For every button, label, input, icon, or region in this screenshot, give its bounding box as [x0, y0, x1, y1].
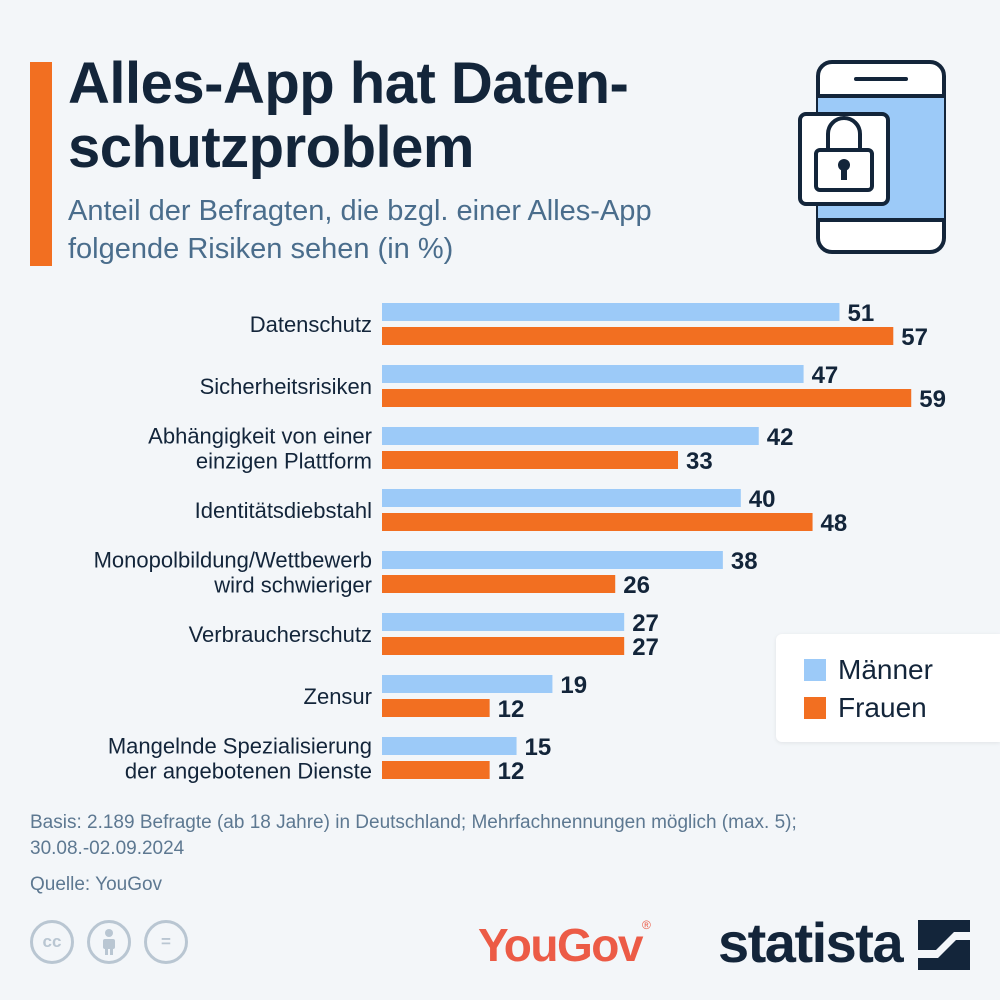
category-label: Identitätsdiebstahl: [195, 498, 372, 523]
category-label: Zensur: [304, 684, 372, 709]
no-derivatives-icon: =: [144, 920, 188, 964]
legend-swatch-frauen: [804, 697, 826, 719]
basis-line: 30.08.-02.09.2024: [30, 838, 185, 859]
legend-label: Männer: [838, 654, 933, 685]
legend-item-maenner: Männer: [804, 654, 933, 686]
footnotes: Basis: 2.189 Befragte (ab 18 Jahre) in D…: [30, 810, 797, 898]
data-label: 12: [498, 696, 525, 723]
bar-maenner: [382, 303, 840, 321]
yougov-wordmark: YouGov: [478, 919, 643, 971]
bar-frauen: [382, 513, 813, 531]
bar-maenner: [382, 365, 804, 383]
data-label: 38: [731, 548, 758, 575]
category-label: Monopolbildung/Wettbewerb: [94, 548, 372, 573]
bar-frauen: [382, 637, 625, 655]
legend-item-frauen: Frauen: [804, 692, 927, 724]
bar-maenner: [382, 675, 553, 693]
accent-bar: [30, 62, 52, 266]
source-note: Quelle: YouGov: [30, 874, 163, 895]
bar-chart: Datenschutz 51 57 Sicherheitsrisiken 47 59 Abh…: [94, 300, 946, 785]
bar-frauen: [382, 389, 912, 407]
data-label: 12: [498, 758, 525, 785]
category-label: der angebotenen Dienste: [125, 759, 372, 784]
statista-mark-icon: [918, 920, 970, 970]
data-label: 47: [812, 362, 839, 389]
category-label: einzigen Plattform: [196, 449, 372, 474]
subtitle: Anteil der Befragten, die bzgl. einer Al…: [68, 192, 788, 268]
bar-maenner: [382, 737, 517, 755]
basis-note: Basis: 2.189 Befragte (ab 18 Jahre) in D…: [30, 810, 797, 862]
bar-maenner: [382, 427, 759, 445]
legend-swatch-maenner: [804, 659, 826, 681]
category-label: Datenschutz: [250, 312, 372, 337]
subtitle-line: folgende Risiken sehen (in %): [68, 233, 454, 265]
legend-label: Frauen: [838, 692, 927, 723]
phone-lock-icon: [798, 60, 946, 254]
data-label: 51: [847, 300, 874, 327]
data-label: 57: [901, 324, 928, 351]
bar-frauen: [382, 761, 490, 779]
bar-maenner: [382, 613, 625, 631]
data-label: 40: [749, 486, 776, 513]
category-label: Sicherheitsrisiken: [200, 374, 372, 399]
cc-icon: cc: [30, 920, 74, 964]
license-icons: cc =: [30, 920, 188, 964]
bar-maenner: [382, 551, 723, 569]
basis-line: Basis: 2.189 Befragte (ab 18 Jahre) in D…: [30, 812, 797, 833]
data-label: 15: [525, 734, 552, 761]
data-label: 48: [821, 510, 848, 537]
bar-frauen: [382, 575, 616, 593]
yougov-logo: YouGov®: [478, 918, 651, 972]
attribution-icon: [87, 920, 131, 964]
bar-frauen: [382, 451, 679, 469]
data-label: 26: [623, 572, 650, 599]
title-line: schutzproblem: [68, 115, 475, 180]
category-label: Verbraucherschutz: [189, 622, 372, 647]
data-label: 33: [686, 448, 713, 475]
data-label: 59: [919, 386, 946, 413]
data-label: 27: [632, 610, 659, 637]
statista-logo: statista: [718, 911, 904, 974]
category-label: Abhängigkeit von einer: [148, 424, 372, 449]
bar-maenner: [382, 489, 741, 507]
subtitle-line: Anteil der Befragten, die bzgl. einer Al…: [68, 195, 652, 227]
data-label: 27: [632, 634, 659, 661]
category-label: wird schwieriger: [213, 573, 372, 598]
legend: Männer Frauen: [776, 634, 1000, 742]
registered-mark: ®: [641, 918, 651, 932]
category-label: Mangelnde Spezialisierung: [108, 734, 372, 759]
title-line: Alles-App hat Daten-: [68, 51, 629, 116]
data-label: 42: [767, 424, 794, 451]
data-label: 19: [560, 672, 587, 699]
page-title: Alles-App hat Daten- schutzproblem: [68, 52, 748, 180]
bar-frauen: [382, 699, 490, 717]
bar-frauen: [382, 327, 894, 345]
